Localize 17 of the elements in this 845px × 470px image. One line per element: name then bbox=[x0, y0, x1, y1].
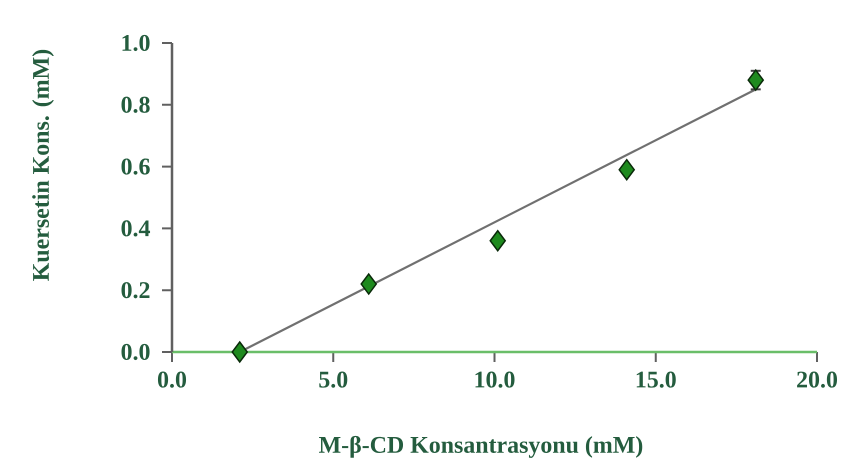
y-tick-label: 0.8 bbox=[121, 96, 150, 113]
x-tick-label: 10.0 bbox=[476, 372, 515, 388]
y-tick-label: 0.0 bbox=[121, 344, 150, 360]
x-tick-label: 15.0 bbox=[636, 372, 676, 388]
x-axis-title: M-β-CD Konsantrasyonu (mM) bbox=[318, 436, 642, 458]
y-tick-label: 0.6 bbox=[121, 158, 150, 175]
y-tick-label: 0.2 bbox=[121, 282, 150, 298]
y-tick-label: 1.0 bbox=[122, 34, 150, 52]
point bbox=[231, 341, 248, 363]
point bbox=[489, 230, 506, 252]
x-tick-label: 5.0 bbox=[319, 372, 348, 388]
point bbox=[360, 273, 377, 295]
point bbox=[618, 158, 635, 180]
y-axis-title: Kuersetin Kons. (mM) bbox=[32, 50, 54, 281]
x-tick-label: 0.0 bbox=[158, 372, 186, 388]
x-tick-label: 20.0 bbox=[797, 372, 838, 388]
y-tick-label: 0.4 bbox=[121, 220, 150, 237]
